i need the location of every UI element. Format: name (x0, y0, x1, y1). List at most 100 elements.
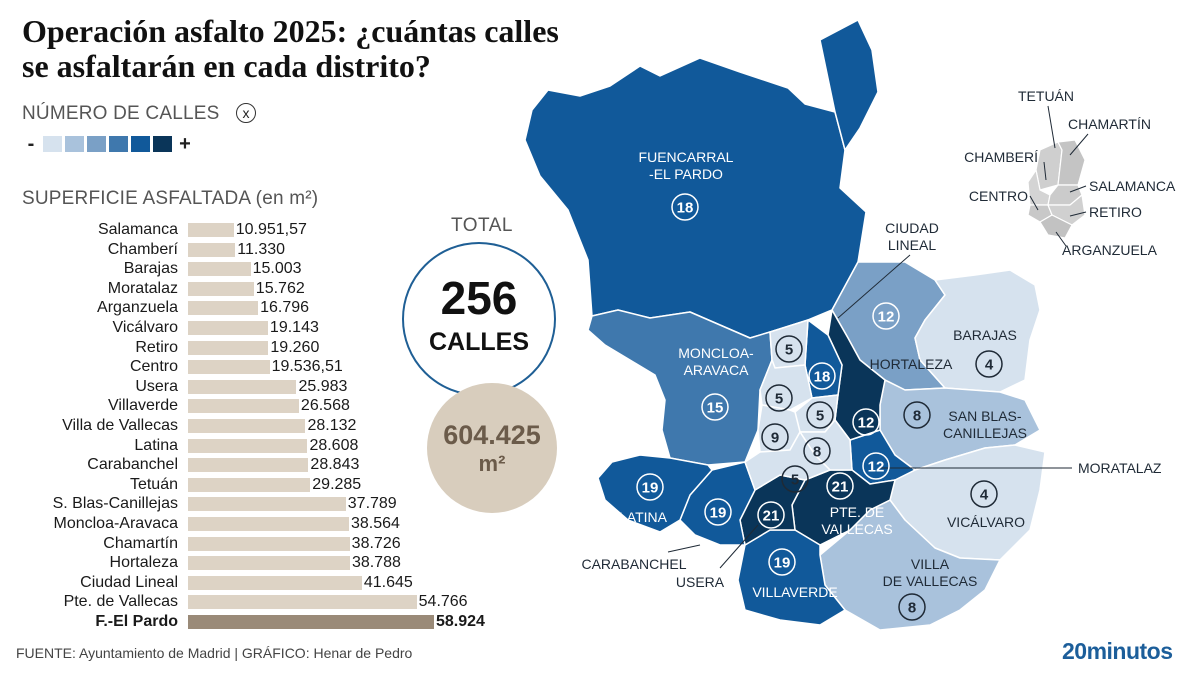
district-count-badge (775, 335, 803, 363)
bar-row: Centro 19.536,51 (0, 357, 560, 376)
bar-value-label: 54.766 (418, 593, 468, 611)
inset-district-label: CHAMBERÍ (964, 149, 1038, 165)
bar-value-label: 10.951,57 (235, 221, 307, 238)
bar (188, 536, 350, 551)
bar-value-label: 58.924 (436, 613, 485, 630)
district-count: 19 (774, 555, 791, 572)
inset-district-label: RETIRO (1089, 204, 1142, 220)
district-count: 4 (985, 357, 994, 374)
district-count: 21 (763, 508, 780, 525)
bar (188, 615, 434, 629)
district-count: 12 (868, 459, 885, 476)
legend-label: NÚMERO DE CALLES (22, 103, 220, 124)
total-unit: CALLES (429, 328, 529, 356)
bar-row: Moncloa-Aravaca 38.564 (0, 514, 560, 533)
close-icon[interactable]: x (236, 103, 256, 123)
bar-category-label: Usera (135, 377, 178, 395)
bar-row: Hortaleza 38.788 (0, 553, 560, 572)
district-count-badge (970, 480, 998, 508)
source-credit: FUENTE: Ayuntamiento de Madrid | GRÁFICO… (16, 645, 413, 661)
district-name-label: DE VALLECAS (883, 573, 978, 589)
bar-row: Barajas 15.003 (0, 259, 560, 278)
bar-category-label: Latina (134, 436, 178, 454)
district-count: 19 (642, 480, 659, 497)
bar (188, 517, 349, 531)
district-count: 5 (785, 342, 793, 359)
district-name-label: PTE. DE (830, 504, 884, 520)
bar-value-label: 16.796 (260, 299, 310, 317)
district-name-label: VALLECAS (821, 521, 892, 537)
bar-category-label: Carabanchel (87, 456, 178, 474)
bar-category-label: Tetuán (129, 475, 178, 493)
bar-value-label: 29.285 (312, 475, 362, 493)
area-circle: 604.425 m² (427, 383, 557, 513)
bar-value-label: 28.608 (309, 436, 359, 454)
district-name-label: VICÁLVARO (947, 514, 1025, 530)
district-count-badge (671, 193, 699, 221)
bar-row: Ciudad Lineal 41.645 (0, 573, 560, 592)
district-shape-moncloa (587, 309, 773, 466)
district-name-label: VILLAVERDE (752, 584, 837, 600)
district-count-badge (803, 437, 831, 465)
legend-swatch (153, 136, 172, 152)
bar-category-label: Barajas (123, 260, 178, 278)
district-count-badge (757, 501, 785, 529)
district-count-badge (701, 393, 729, 421)
district-count: 8 (913, 408, 921, 425)
district-count-badge (768, 548, 796, 576)
district-name-label: LINEAL (888, 237, 936, 253)
district-count-badge (852, 408, 880, 436)
chart-title: SUPERFICIE ASFALTADA (en m²) (22, 188, 319, 209)
legend-plus: + (179, 132, 191, 155)
district-count-badge (704, 498, 732, 526)
legend-swatch (87, 136, 106, 152)
bar (188, 281, 254, 296)
bar (188, 379, 297, 394)
bar-category-label: Centro (129, 358, 178, 376)
district-name-label: USERA (676, 574, 725, 590)
area-value: 604.425 (443, 420, 541, 450)
page-title: Operación asfalto 2025: ¿cuántas calles … (22, 14, 662, 84)
total-circle: 256 CALLES (402, 242, 556, 396)
district-name-label: MONCLOA- (678, 345, 754, 361)
bar-value-label: 19.143 (269, 319, 319, 336)
bar (188, 321, 268, 335)
district-count-badge (636, 473, 664, 501)
bar-value-label: 11.330 (237, 240, 286, 258)
district-count: 8 (813, 444, 821, 461)
district-count: 21 (832, 479, 849, 496)
district-count: 18 (677, 200, 694, 217)
bar-category-label: Pte. de Vallecas (63, 593, 178, 611)
district-name-label: MORATALAZ (1078, 460, 1162, 476)
bar-category-label: Hortaleza (109, 554, 178, 572)
district-shape-barajas (914, 269, 1041, 393)
district-shape-latina (597, 454, 713, 533)
district-count: 4 (980, 487, 989, 504)
bar-category-label: Retiro (135, 338, 178, 356)
district-name-label: VILLA (911, 556, 950, 572)
bar (188, 477, 311, 492)
bar (188, 595, 417, 610)
bar-row: Vicálvaro 19.143 (0, 318, 560, 337)
bar (188, 301, 259, 316)
bar-row: Villaverde 26.568 (0, 396, 560, 415)
area-unit: m² (478, 451, 506, 476)
district-count-badge (806, 401, 834, 429)
bar-value-label: 38.788 (351, 554, 401, 572)
legend-swatch (65, 136, 84, 152)
bar (188, 497, 346, 512)
legend-minus: - (27, 132, 35, 155)
bar-row: Villa de Vallecas 28.132 (0, 416, 560, 435)
inset-district-label: CENTRO (969, 188, 1028, 204)
bar-row: Salamanca 10.951,57 (0, 220, 560, 239)
district-name-label: HORTALEZA (870, 356, 953, 372)
district-count-badge (898, 593, 926, 621)
district-name-label: CIUDAD (885, 220, 939, 236)
bar-category-label: Villa de Vallecas (62, 417, 178, 434)
district-count-badge (808, 362, 836, 390)
district-count-badge (903, 401, 931, 429)
brand-logo: 20minutos (1062, 638, 1173, 664)
bar-value-label: 25.983 (298, 377, 348, 395)
district-count: 8 (908, 600, 916, 617)
